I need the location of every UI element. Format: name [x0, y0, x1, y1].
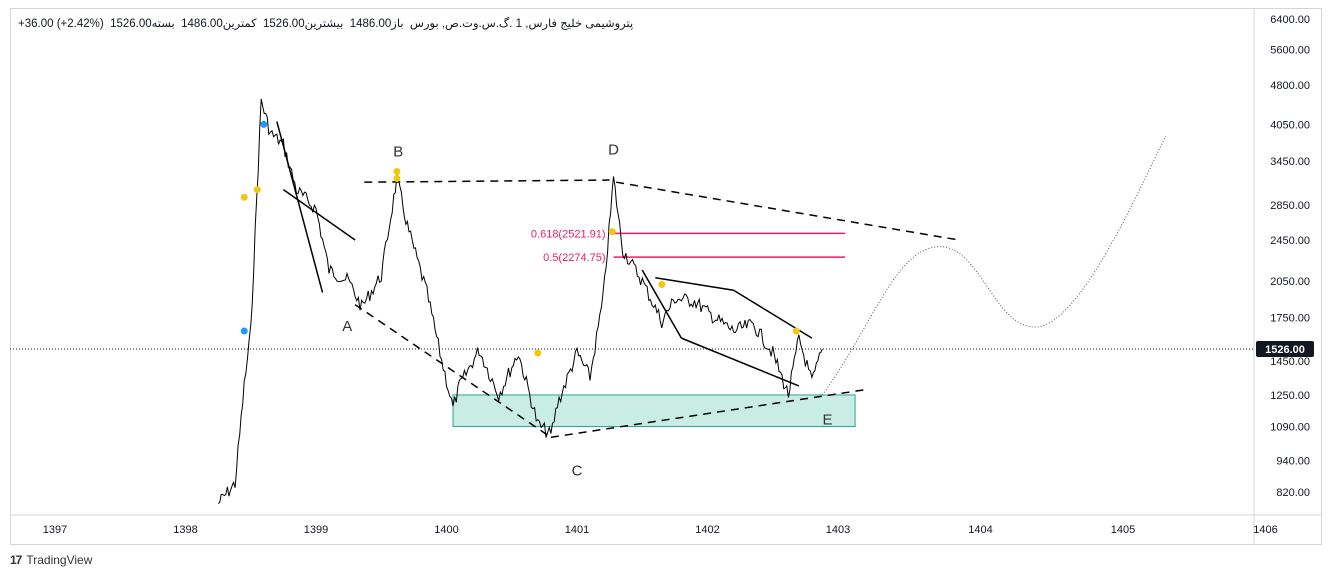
legend-exchange: .گ.س.وت.ص, بورس	[409, 18, 513, 30]
x-tick-label: 1398	[173, 524, 197, 536]
dashed-trend-line	[550, 388, 867, 439]
last-price-value: 1526.00	[1265, 344, 1305, 356]
label-layer: A B C D E	[342, 142, 832, 480]
legend-change: +36.00 (+2.42%)	[18, 18, 104, 30]
legend-high-label: بیشترین	[304, 18, 344, 30]
x-tick-label: 1400	[434, 524, 458, 536]
tradingview-brand-label: TradingView	[26, 553, 93, 567]
dashed-trend-line	[354, 304, 552, 438]
y-tick-label: 4050.00	[1270, 119, 1310, 131]
signal-marker-yellow	[608, 228, 616, 236]
y-tick-label: 940.00	[1276, 456, 1310, 468]
x-tick-label: 1399	[304, 524, 328, 536]
legend-low: 1486.00	[181, 18, 223, 30]
price-series-line	[217, 98, 823, 504]
projection-path	[821, 135, 1167, 396]
last-price-tag	[1256, 341, 1314, 358]
wave-label-d: D	[608, 142, 619, 159]
x-tick-label: 1401	[565, 524, 589, 536]
signal-marker-yellow	[393, 175, 401, 183]
symbol-legend: پتروشیمی خلیج فارس, 1 .گ.س.وت.ص, بورس با…	[18, 16, 633, 30]
fib-level-label: 0.5(2274.75)	[543, 252, 605, 264]
legend-low-label: کمترین	[222, 18, 257, 30]
wave-label-c: C	[572, 463, 583, 480]
y-tick-label: 4800.00	[1270, 80, 1310, 92]
signal-marker-blue	[240, 327, 248, 335]
tradingview-brand[interactable]: 17 TradingView	[10, 553, 92, 567]
x-tick-label: 1404	[968, 524, 992, 536]
x-tick-label: 1405	[1111, 524, 1135, 536]
legend-symbol: پتروشیمی خلیج فارس, 1	[515, 18, 634, 30]
chart-frame	[10, 8, 1322, 545]
signal-marker-yellow	[792, 327, 800, 335]
y-tick-label: 5600.00	[1270, 45, 1310, 57]
wave-label-e: E	[823, 411, 833, 428]
y-tick-label: 2050.00	[1270, 276, 1310, 288]
tradingview-logo-icon: 17	[10, 553, 22, 567]
trend-line	[276, 121, 324, 293]
y-tick-label: 1450.00	[1270, 356, 1310, 368]
y-tick-label: 1090.00	[1270, 421, 1310, 433]
wave-label-a: A	[342, 318, 352, 335]
x-tick-label: 1406	[1253, 524, 1277, 536]
trend-line	[681, 337, 800, 387]
signal-marker-yellow	[240, 193, 248, 201]
signal-marker-yellow	[534, 349, 542, 357]
y-tick-label: 820.00	[1276, 487, 1310, 499]
trend-line	[733, 289, 813, 339]
legend-close: 1526.00	[110, 18, 152, 30]
trend-line	[641, 269, 683, 339]
y-tick-label: 1250.00	[1270, 390, 1310, 402]
trendline-layer	[276, 121, 1167, 439]
marker-layer	[240, 120, 800, 357]
trend-line	[282, 188, 356, 241]
dashed-trend-line	[364, 179, 610, 183]
trend-line	[655, 276, 734, 291]
y-tick-label: 1750.00	[1270, 312, 1310, 324]
x-tick-label: 1397	[43, 524, 67, 536]
fib-layer: 0.618(2521.91) 0.5(2274.75)	[531, 228, 846, 264]
y-tick-label: 3450.00	[1270, 156, 1310, 168]
legend-open-label: باز	[391, 18, 404, 30]
signal-marker-yellow	[393, 167, 401, 175]
price-series-layer	[217, 98, 823, 504]
signal-marker-yellow	[658, 280, 666, 288]
x-tick-label: 1403	[826, 524, 850, 536]
signal-marker-blue	[260, 120, 268, 128]
y-tick-label: 2450.00	[1270, 235, 1310, 247]
x-tick-label: 1402	[695, 524, 719, 536]
fib-level-label: 0.618(2521.91)	[531, 228, 606, 240]
dashed-trend-line	[616, 181, 960, 241]
axis-layer: 6400.00 5600.00 4800.00 4050.00 3450.00 2850.…	[10, 8, 1322, 545]
legend-close-label: بسته	[151, 18, 175, 30]
wave-label-b: B	[393, 144, 403, 161]
legend-open: 1486.00	[349, 18, 392, 30]
signal-marker-yellow	[253, 186, 261, 194]
legend-high: 1526.00	[263, 18, 305, 30]
y-tick-label: 2850.00	[1270, 200, 1310, 212]
y-tick-label: 6400.00	[1270, 14, 1310, 26]
